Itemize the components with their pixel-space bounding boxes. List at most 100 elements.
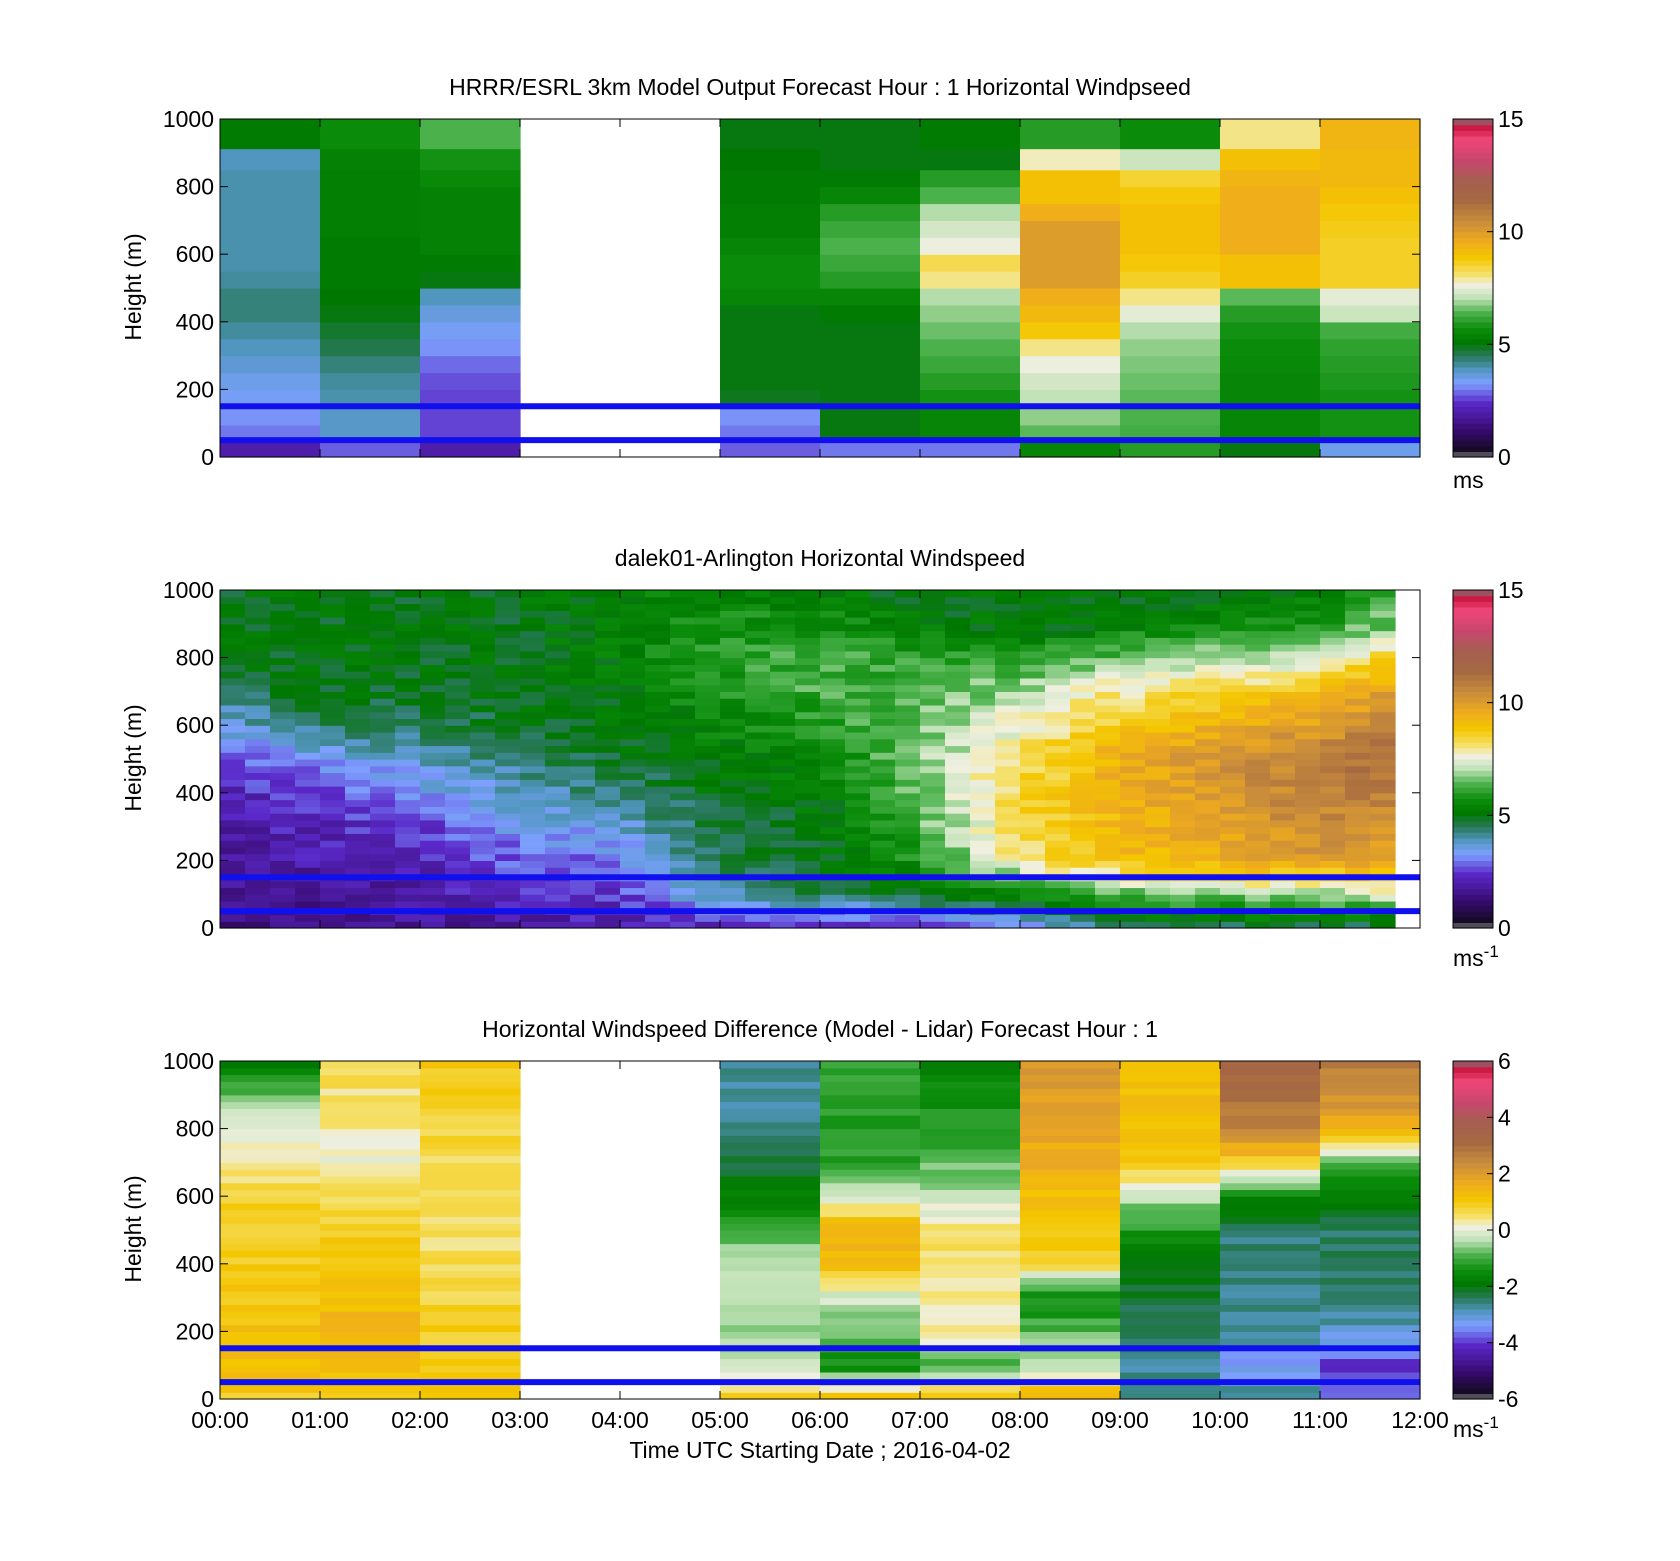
- heatmap-cell: [1120, 1169, 1221, 1177]
- heatmap-cell: [1020, 1148, 1121, 1157]
- heatmap-cell: [1220, 372, 1321, 390]
- heatmap-cell: [1070, 596, 1096, 605]
- heatmap-cell: [1120, 1115, 1221, 1123]
- heatmap-cell: [695, 786, 721, 794]
- heatmap-cell: [445, 644, 471, 652]
- heatmap-cell: [220, 1067, 321, 1076]
- heatmap-cell: [1020, 1270, 1121, 1278]
- heatmap-cell: [820, 806, 846, 814]
- heatmap-cell: [1120, 711, 1146, 720]
- heatmap-cell: [270, 867, 296, 875]
- heatmap-cell: [1020, 1128, 1121, 1136]
- heatmap-cell: [520, 731, 546, 740]
- heatmap-cell: [470, 657, 496, 665]
- heatmap-cell: [720, 731, 746, 740]
- heatmap-cell: [845, 596, 871, 605]
- heatmap-cell: [270, 826, 296, 834]
- heatmap-cell: [395, 657, 421, 665]
- heatmap-cell: [1020, 1108, 1121, 1116]
- heatmap-cell: [1020, 799, 1046, 807]
- heatmap-cell: [320, 623, 346, 632]
- heatmap-cell: [320, 203, 421, 221]
- heatmap-cell: [720, 752, 746, 760]
- colorbar-swatch: [1453, 434, 1493, 441]
- heatmap-cell: [1320, 288, 1421, 306]
- heatmap-cell: [345, 840, 371, 848]
- heatmap-cell: [1195, 704, 1221, 713]
- heatmap-cell: [1020, 254, 1121, 272]
- heatmap-cell: [820, 1115, 921, 1123]
- heatmap-cell: [1195, 894, 1221, 902]
- heatmap-cell: [270, 880, 296, 889]
- heatmap-cell: [545, 603, 571, 611]
- heatmap-cell: [720, 1263, 821, 1272]
- heatmap-cell: [345, 684, 371, 692]
- heatmap-cell: [620, 664, 646, 672]
- colorbar-swatch: [1453, 1258, 1493, 1265]
- heatmap-cell: [1220, 304, 1321, 323]
- colorbar-swatch: [1453, 1106, 1493, 1113]
- heatmap-cell: [1095, 698, 1121, 706]
- heatmap-cell: [1070, 894, 1096, 902]
- heatmap-cell: [1120, 725, 1146, 733]
- heatmap-cell: [420, 826, 446, 834]
- heatmap-cell: [320, 1263, 421, 1272]
- heatmap-cell: [1320, 623, 1346, 632]
- heatmap-cell: [320, 718, 346, 726]
- heatmap-cell: [1245, 752, 1271, 760]
- heatmap-cell: [1370, 860, 1396, 868]
- heatmap-cell: [1170, 738, 1196, 747]
- heatmap-cell: [320, 441, 421, 458]
- heatmap-cell: [270, 617, 296, 625]
- heatmap-cell: [1345, 799, 1371, 807]
- heatmap-cell: [770, 846, 796, 855]
- heatmap-cell: [970, 644, 996, 652]
- heatmap-cell: [1020, 1277, 1121, 1285]
- heatmap-cell: [1020, 406, 1121, 426]
- heatmap-cell: [720, 119, 821, 150]
- heatmap-cell: [1370, 846, 1396, 855]
- heatmap-cell: [945, 704, 971, 713]
- heatmap-cell: [320, 711, 346, 720]
- heatmap-cell: [1320, 237, 1421, 255]
- heatmap-cell: [545, 840, 571, 848]
- heatmap-cell: [845, 704, 871, 713]
- heatmap-cell: [1020, 1081, 1121, 1089]
- heatmap-cell: [320, 1162, 421, 1170]
- heatmap-cell: [370, 725, 396, 733]
- panel-windspeed-difference: Horizontal Windspeed Difference (Model -…: [120, 1016, 1519, 1463]
- heatmap-cell: [1245, 853, 1271, 861]
- heatmap-cell: [1320, 169, 1421, 188]
- heatmap-cell: [995, 880, 1021, 889]
- heatmap-cell: [920, 288, 1021, 306]
- heatmap-cell: [420, 1074, 521, 1082]
- heatmap-cell: [745, 603, 771, 611]
- heatmap-cell: [320, 1311, 421, 1319]
- heatmap-cell: [620, 630, 646, 638]
- heatmap-cell: [420, 203, 521, 221]
- heatmap-cell: [670, 684, 696, 692]
- colorbar-swatch: [1453, 697, 1493, 704]
- heatmap-cell: [570, 921, 596, 929]
- heatmap-cell: [495, 894, 521, 902]
- heatmap-cell: [1320, 1277, 1421, 1285]
- heatmap-cell: [570, 637, 596, 645]
- heatmap-cell: [620, 623, 646, 632]
- heatmap-cell: [595, 650, 621, 659]
- heatmap-cell: [1070, 698, 1096, 706]
- heatmap-cell: [870, 630, 896, 638]
- heatmap-cell: [395, 590, 421, 598]
- heatmap-cell: [895, 819, 921, 828]
- heatmap-cell: [1020, 900, 1046, 909]
- heatmap-cell: [1120, 630, 1146, 638]
- heatmap-cell: [1320, 1351, 1421, 1360]
- heatmap-cell: [1370, 813, 1396, 821]
- heatmap-cell: [720, 745, 746, 753]
- heatmap-cell: [1020, 677, 1046, 686]
- heatmap-cell: [1320, 1263, 1421, 1272]
- heatmap-cell: [845, 677, 871, 686]
- heatmap-cell: [1120, 1101, 1221, 1109]
- colorbar-swatch: [1453, 635, 1493, 642]
- heatmap-cell: [420, 1175, 521, 1184]
- heatmap-cell: [895, 644, 921, 652]
